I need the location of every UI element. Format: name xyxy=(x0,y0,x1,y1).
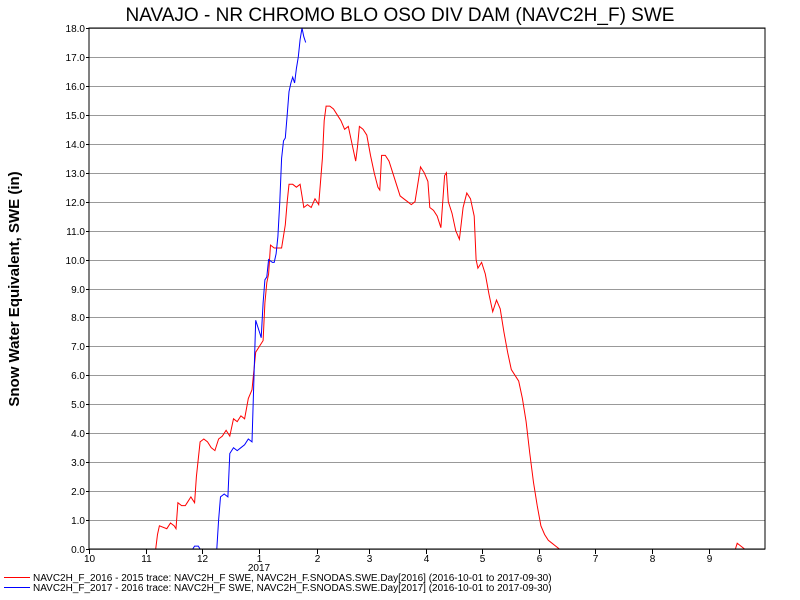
chart-title: NAVAJO - NR CHROMO BLO OSO DIV DAM (NAVC… xyxy=(126,5,675,26)
legend-entry: NAVC2H_F_2016 - 2015 trace: NAVC2H_F SWE… xyxy=(33,573,552,584)
y-tick-label: 0.0 xyxy=(71,545,85,556)
x-tick-label: 2 xyxy=(315,554,321,565)
year-label: 2017 xyxy=(248,563,271,574)
y-tick-label: 3.0 xyxy=(71,458,85,469)
y-tick-label: 6.0 xyxy=(71,371,85,382)
y-tick-label: 2.0 xyxy=(71,487,85,498)
y-tick-label: 18.0 xyxy=(66,24,86,35)
y-tick-label: 1.0 xyxy=(71,516,85,527)
grid-layer xyxy=(89,28,765,550)
x-tick-label: 12 xyxy=(197,554,209,565)
x-tick-label: 6 xyxy=(537,554,543,565)
y-tick-label: 7.0 xyxy=(71,342,85,353)
x-tick-label: 1 xyxy=(257,554,263,565)
legend-entry: NAVC2H_F_2017 - 2016 trace: NAVC2H_F SWE… xyxy=(33,583,552,594)
y-tick-label: 8.0 xyxy=(71,313,85,324)
x-tick-label: 10 xyxy=(84,554,96,565)
series-layer xyxy=(89,28,745,549)
x-tick-label: 5 xyxy=(480,554,486,565)
y-tick-label: 10.0 xyxy=(66,256,86,267)
y-tick-label: 15.0 xyxy=(66,111,86,122)
y-tick-label: 11.0 xyxy=(66,227,85,238)
y-tick-label: 12.0 xyxy=(66,198,86,209)
y-tick-label: 14.0 xyxy=(66,140,86,151)
series-line-1 xyxy=(89,105,745,549)
y-tick-label: 9.0 xyxy=(71,285,85,296)
series-line-2 xyxy=(89,28,307,549)
x-tick-label: 9 xyxy=(707,554,713,565)
y-tick-label: 17.0 xyxy=(66,53,86,64)
y-tick-labels: 0.0 1.0 2.0 3.0 4.0 5.0 6.0 7.0 8.0 9.0 10.0 11.0 12… xyxy=(66,24,89,556)
x-tick-labels: 10 11 12 1 2 3 4 5 6 7 8 9 xyxy=(84,549,713,565)
legend: NAVC2H_F_2016 - 2015 trace: NAVC2H_F SWE… xyxy=(4,573,552,594)
x-tick-label: 8 xyxy=(650,554,656,565)
y-tick-label: 13.0 xyxy=(66,169,86,180)
x-tick-label: 11 xyxy=(141,554,152,565)
plot-frame xyxy=(88,27,766,550)
x-tick-label: 4 xyxy=(424,554,430,565)
y-tick-label: 16.0 xyxy=(66,82,86,93)
y-tick-label: 5.0 xyxy=(71,400,85,411)
x-tick-label: 3 xyxy=(367,554,373,565)
y-axis-label: Snow Water Equivalent, SWE (in) xyxy=(6,171,23,406)
x-tick-label: 7 xyxy=(593,554,599,565)
y-tick-label: 4.0 xyxy=(71,429,85,440)
